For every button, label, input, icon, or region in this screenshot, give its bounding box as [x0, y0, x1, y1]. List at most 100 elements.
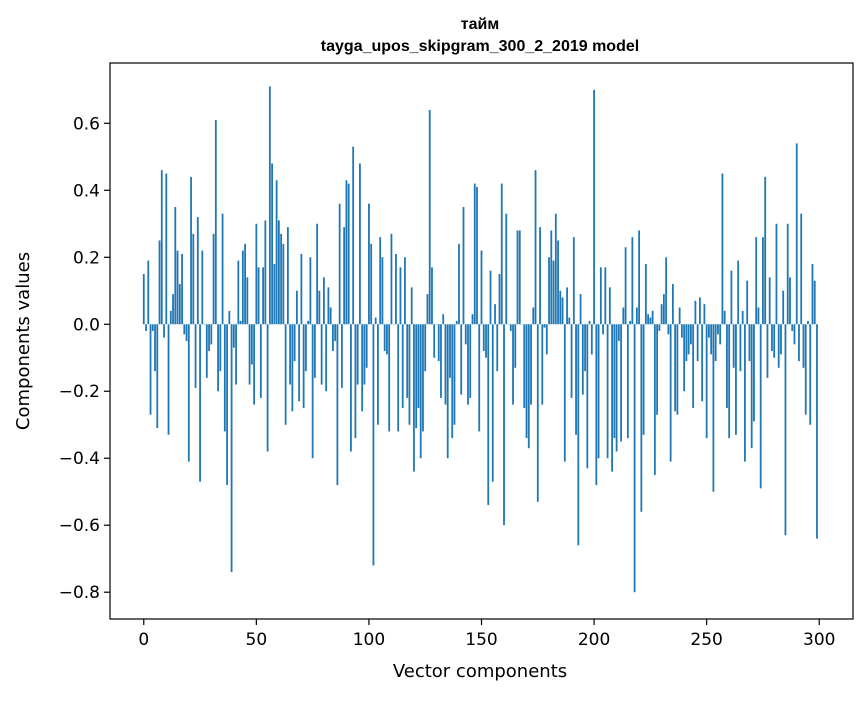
bar	[460, 324, 462, 394]
bar	[264, 220, 266, 324]
bar	[307, 321, 309, 324]
bar	[609, 287, 611, 324]
bar	[681, 324, 683, 337]
bar	[746, 281, 748, 325]
bar	[199, 324, 201, 481]
bar	[658, 324, 660, 331]
bar	[760, 324, 762, 488]
bar	[391, 234, 393, 324]
bar	[719, 324, 721, 344]
bar	[728, 324, 730, 438]
bar	[300, 254, 302, 324]
bar	[442, 314, 444, 324]
bar	[789, 277, 791, 324]
bar	[672, 284, 674, 324]
bar	[555, 214, 557, 325]
bar	[611, 324, 613, 471]
bar	[505, 214, 507, 325]
bar	[512, 324, 514, 404]
bar	[337, 324, 339, 485]
bar	[616, 324, 618, 451]
bar	[174, 207, 176, 324]
bar	[364, 324, 366, 384]
bar	[388, 324, 390, 431]
bar	[294, 324, 296, 361]
bar	[197, 217, 199, 324]
bar	[595, 324, 597, 485]
bar	[181, 254, 183, 324]
bar	[627, 324, 629, 438]
bar	[454, 324, 456, 424]
bar	[755, 237, 757, 324]
x-tick-label: 200	[578, 630, 610, 650]
bar	[791, 324, 793, 331]
bar	[316, 224, 318, 324]
bar	[296, 291, 298, 324]
bar	[422, 324, 424, 431]
bar	[411, 287, 413, 324]
bar	[517, 230, 519, 324]
bar	[240, 321, 242, 324]
bar	[645, 264, 647, 324]
bar	[386, 324, 388, 354]
bar	[699, 297, 701, 324]
bar	[404, 257, 406, 324]
bar	[613, 324, 615, 438]
bar	[685, 324, 687, 361]
bar	[177, 251, 179, 325]
bar	[469, 324, 471, 398]
bar	[794, 324, 796, 344]
bar	[170, 311, 172, 324]
bar	[222, 214, 224, 325]
bar	[291, 324, 293, 411]
bar	[740, 324, 742, 371]
bar	[287, 227, 289, 324]
bar	[602, 324, 604, 334]
bar	[346, 180, 348, 324]
bar	[244, 244, 246, 324]
bar	[523, 324, 525, 408]
bar	[258, 267, 260, 324]
bar	[226, 324, 228, 485]
bar	[717, 324, 719, 334]
bar	[805, 324, 807, 414]
bar	[285, 324, 287, 424]
bar	[798, 324, 800, 361]
bar	[397, 324, 399, 431]
bar	[163, 324, 165, 337]
bar	[474, 184, 476, 325]
chart-subtitle: tayga_upos_skipgram_300_2_2019 model	[321, 38, 639, 55]
bar	[253, 324, 255, 404]
bar	[724, 311, 726, 324]
bar	[350, 324, 352, 451]
bar	[325, 324, 327, 391]
bar	[600, 267, 602, 324]
bar	[172, 294, 174, 324]
bar	[165, 174, 167, 325]
bar	[631, 237, 633, 324]
bar	[192, 234, 194, 324]
bar	[384, 324, 386, 351]
bar	[143, 274, 145, 324]
bar	[334, 324, 336, 341]
bar	[773, 324, 775, 357]
bar	[183, 324, 185, 334]
y-axis-ticks: −0.8−0.6−0.4−0.20.00.20.40.6	[59, 114, 110, 603]
bar	[379, 237, 381, 324]
bar	[224, 324, 226, 431]
bar	[348, 184, 350, 325]
bar	[643, 324, 645, 435]
bar	[179, 284, 181, 324]
bar	[532, 308, 534, 325]
bar	[809, 324, 811, 424]
bar	[418, 324, 420, 408]
bar	[465, 324, 467, 344]
bar	[280, 234, 282, 324]
bar	[584, 324, 586, 371]
x-tick-label: 100	[353, 630, 385, 650]
bar	[762, 237, 764, 324]
bar	[663, 294, 665, 324]
bar	[445, 324, 447, 404]
